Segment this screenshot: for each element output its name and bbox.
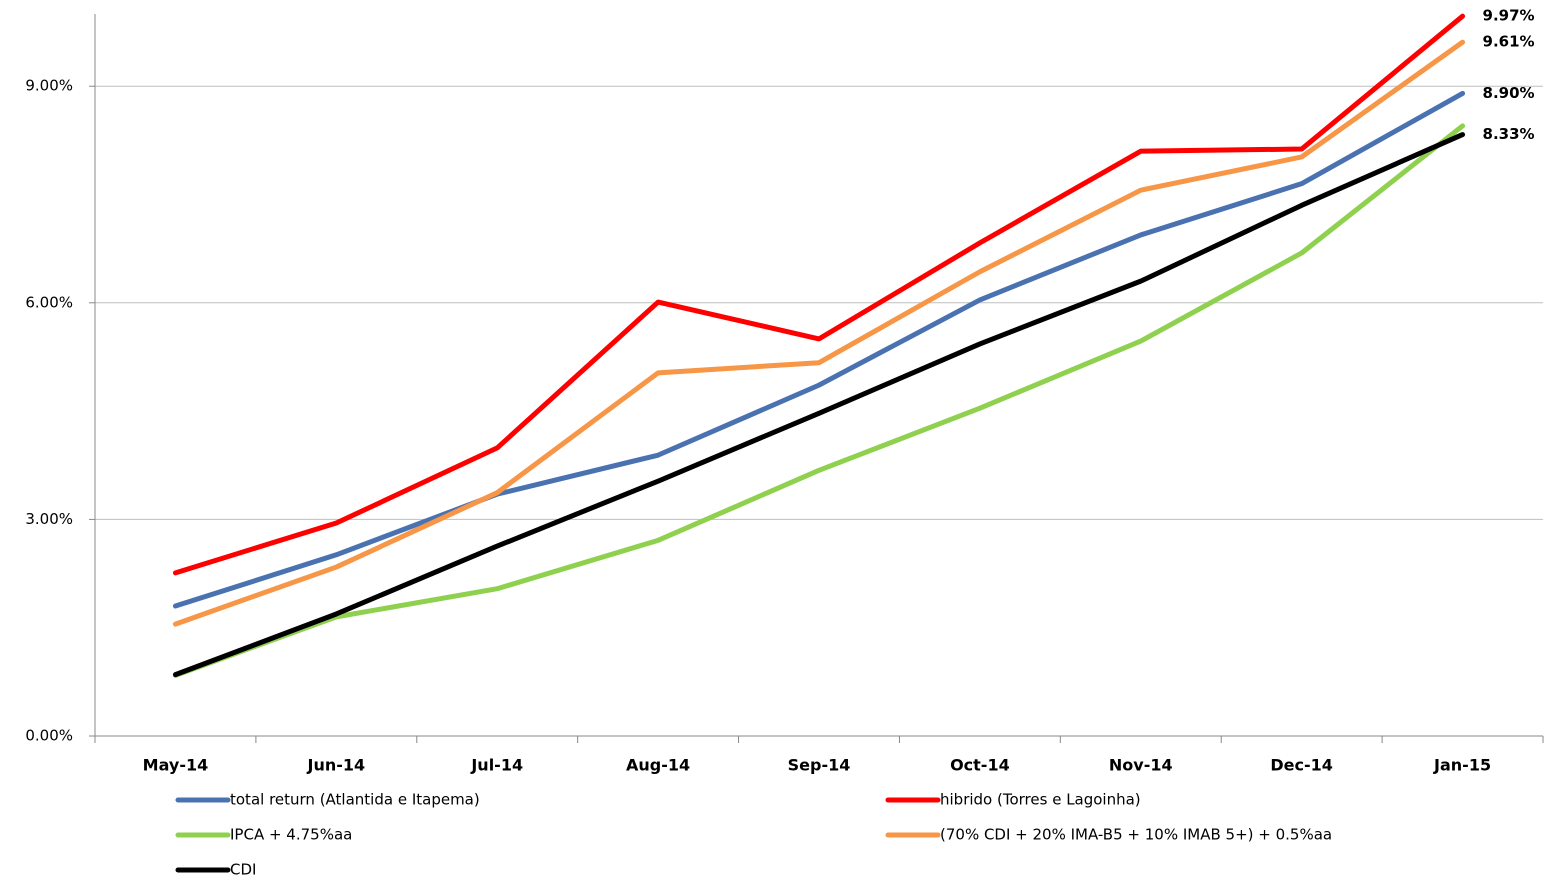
x-tick-label: Jan-15 <box>1433 756 1491 775</box>
series-line <box>172 132 1466 678</box>
data-label: 8.33% <box>1483 125 1535 143</box>
data-label: 9.97% <box>1483 7 1535 25</box>
x-tick-label: Jul-14 <box>470 756 523 775</box>
y-tick-label: 9.00% <box>25 77 73 95</box>
series-line <box>172 90 1466 609</box>
data-label: 8.90% <box>1483 84 1535 102</box>
y-tick-label: 0.00% <box>25 727 73 745</box>
legend-label: hibrido (Torres e Lagoinha) <box>940 791 1141 809</box>
legend-label: CDI <box>230 861 256 879</box>
series-line <box>172 123 1466 678</box>
x-tick-label: Jun-14 <box>307 756 366 775</box>
legend-label: IPCA + 4.75%aa <box>230 826 352 844</box>
y-tick-label: 6.00% <box>25 293 73 311</box>
x-tick-label: Aug-14 <box>626 756 690 775</box>
x-tick-label: Oct-14 <box>950 756 1010 775</box>
x-tick-label: Dec-14 <box>1270 756 1333 775</box>
y-tick-label: 3.00% <box>25 510 73 528</box>
x-tick-label: May-14 <box>143 756 209 775</box>
data-label: 9.61% <box>1483 33 1535 51</box>
x-tick-label: Sep-14 <box>788 756 851 775</box>
legend-label: (70% CDI + 20% IMA-B5 + 10% IMAB 5+) + 0… <box>940 826 1332 844</box>
legend-label: total return (Atlantida e Itapema) <box>230 791 480 809</box>
series-line <box>172 13 1466 576</box>
series-line <box>172 39 1466 627</box>
x-tick-label: Nov-14 <box>1109 756 1173 775</box>
